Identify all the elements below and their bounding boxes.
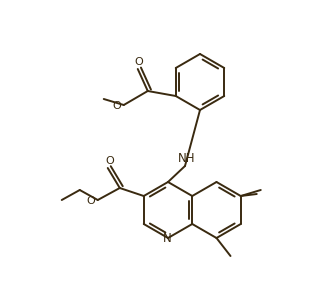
Text: O: O (87, 196, 95, 206)
Text: O: O (134, 57, 143, 67)
Text: O: O (105, 156, 114, 166)
Text: NH: NH (178, 152, 196, 164)
Text: N: N (163, 233, 171, 246)
Text: O: O (113, 101, 121, 111)
